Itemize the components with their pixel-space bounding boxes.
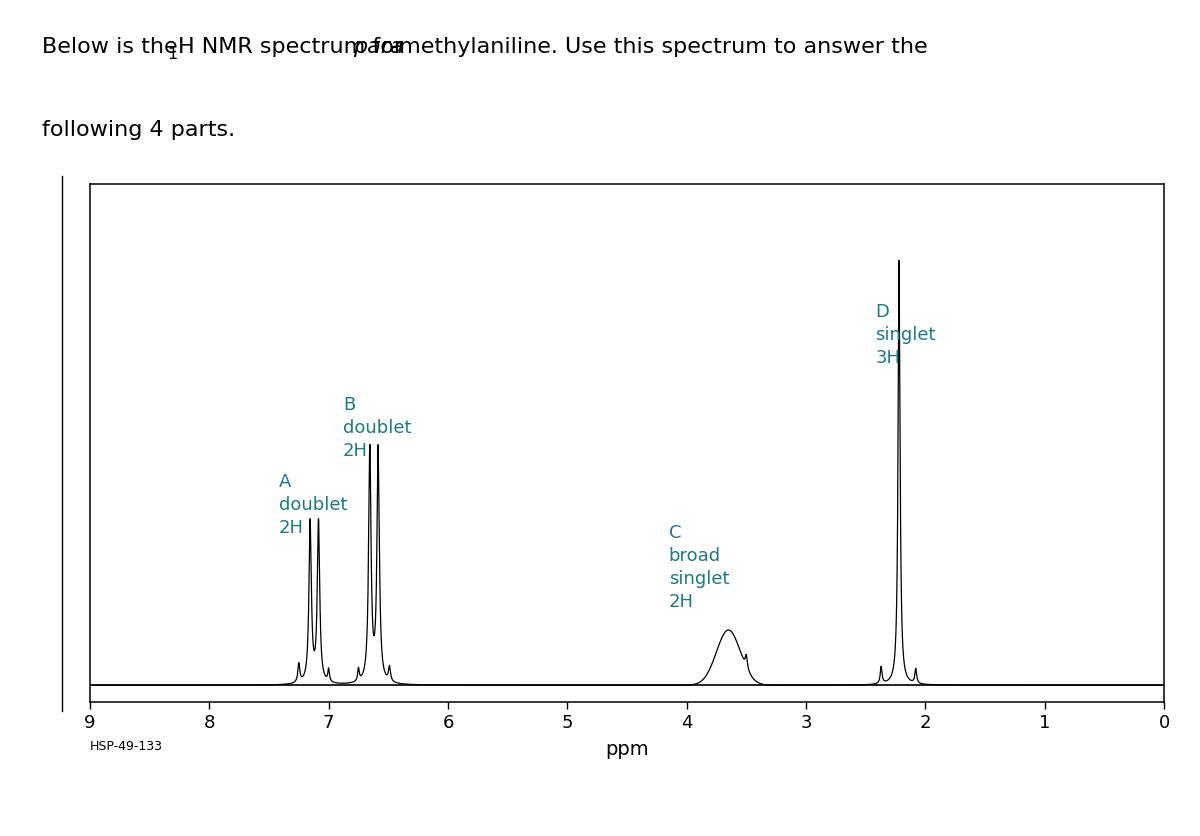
Text: A
doublet
2H: A doublet 2H [278,473,347,537]
Text: B
doublet
2H: B doublet 2H [343,396,412,460]
Text: para: para [353,37,403,57]
Text: 1: 1 [167,47,178,62]
Text: D
singlet
3H: D singlet 3H [875,303,936,367]
Text: following 4 parts.: following 4 parts. [42,120,235,140]
Text: -methylaniline. Use this spectrum to answer the: -methylaniline. Use this spectrum to ans… [391,37,928,57]
X-axis label: ppm: ppm [605,741,649,759]
Text: C
broad
singlet
2H: C broad singlet 2H [668,524,730,610]
Text: Below is the: Below is the [42,37,185,57]
Text: HSP-49-133: HSP-49-133 [90,740,163,753]
Text: H NMR spectrum for: H NMR spectrum for [178,37,410,57]
